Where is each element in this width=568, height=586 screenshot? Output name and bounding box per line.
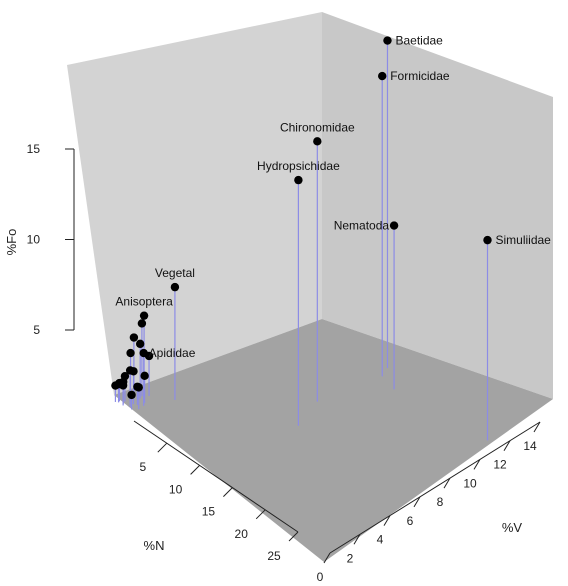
y-tick-mark [353,534,361,545]
data-point [294,175,303,185]
y-tick-mark [413,496,421,508]
point-label: Hydropsichidae [257,159,340,173]
data-point [126,348,135,358]
data-point [129,333,139,342]
data-point [139,311,149,320]
data-point [111,381,120,390]
z-axis: 5 10 15 %Fo [4,142,75,337]
y-tick-label: 12 [493,458,507,472]
y-axis: 0 2 4 6 8 10 12 14 %V [317,421,541,584]
y-tick-label: 0 [317,570,324,584]
x-tick-label: 15 [202,505,216,519]
data-point [134,383,143,392]
point-label: Baetidae [395,34,443,48]
data-point [389,221,399,230]
back-right-wall [322,12,553,399]
data-point [140,371,149,381]
point-label: Simuliidae [496,233,552,247]
floor-plane [114,319,553,562]
point-label: Nematoda [334,219,390,233]
z-tick-label: 10 [27,233,41,247]
x-tick-mark [255,509,266,520]
points [111,36,492,400]
point-label: Apididae [149,346,196,360]
x-tick-label: 10 [169,482,183,496]
data-point [127,390,136,400]
data-point [139,348,148,358]
y-tick-label: 4 [377,533,384,547]
x-tick-label: 5 [139,460,146,474]
y-tick-mark [533,421,541,433]
point-labels: Baetidae Simuliidae Formicidae Nematoda Chir… [115,34,551,360]
y-axis-line [329,421,541,554]
data-point [135,339,145,349]
x-tick-label: 20 [235,527,249,541]
y-axis-title: %V [502,520,523,535]
data-point [313,137,322,146]
x-axis-line [133,420,299,533]
z-tick-label: 15 [27,142,41,156]
x-tick-mark [223,487,233,497]
data-point [125,366,135,375]
x-tick-mark [190,465,200,475]
y-tick-mark [473,459,481,470]
data-point [170,282,180,292]
z-ticks: 5 10 15 [27,142,74,337]
y-tick-label: 8 [437,495,444,509]
data-point [383,36,392,45]
y-tick-label: 6 [407,514,414,528]
y-tick-mark [383,515,391,526]
point-label: Chironomidae [280,120,355,134]
point-label: Vegetal [155,266,195,280]
x-axis-title: %N [144,538,165,553]
x-ticks: 5 10 15 20 25 [139,442,299,563]
x-tick-mark [157,442,168,453]
y-tick-mark [323,552,331,564]
data-point [137,319,147,328]
y-tick-mark [443,477,451,489]
z-tick-label: 5 [33,323,40,337]
y-tick-label: 14 [523,439,537,453]
point-label: Anisoptera [115,295,173,309]
data-point [378,71,387,81]
point-label: Formicidae [390,69,450,83]
data-point [483,235,492,245]
back-left-wall [67,12,322,395]
y-ticks: 0 2 4 6 8 10 12 14 [317,421,541,584]
y-tick-label: 2 [347,551,354,565]
y-tick-mark [503,440,511,451]
x-tick-label: 25 [267,549,281,563]
z-axis-title: %Fo [4,229,19,256]
x-tick-mark [288,531,299,542]
x-axis: 5 10 15 20 25 %N [133,420,299,563]
y-tick-label: 10 [463,476,477,490]
data-point [118,381,128,390]
